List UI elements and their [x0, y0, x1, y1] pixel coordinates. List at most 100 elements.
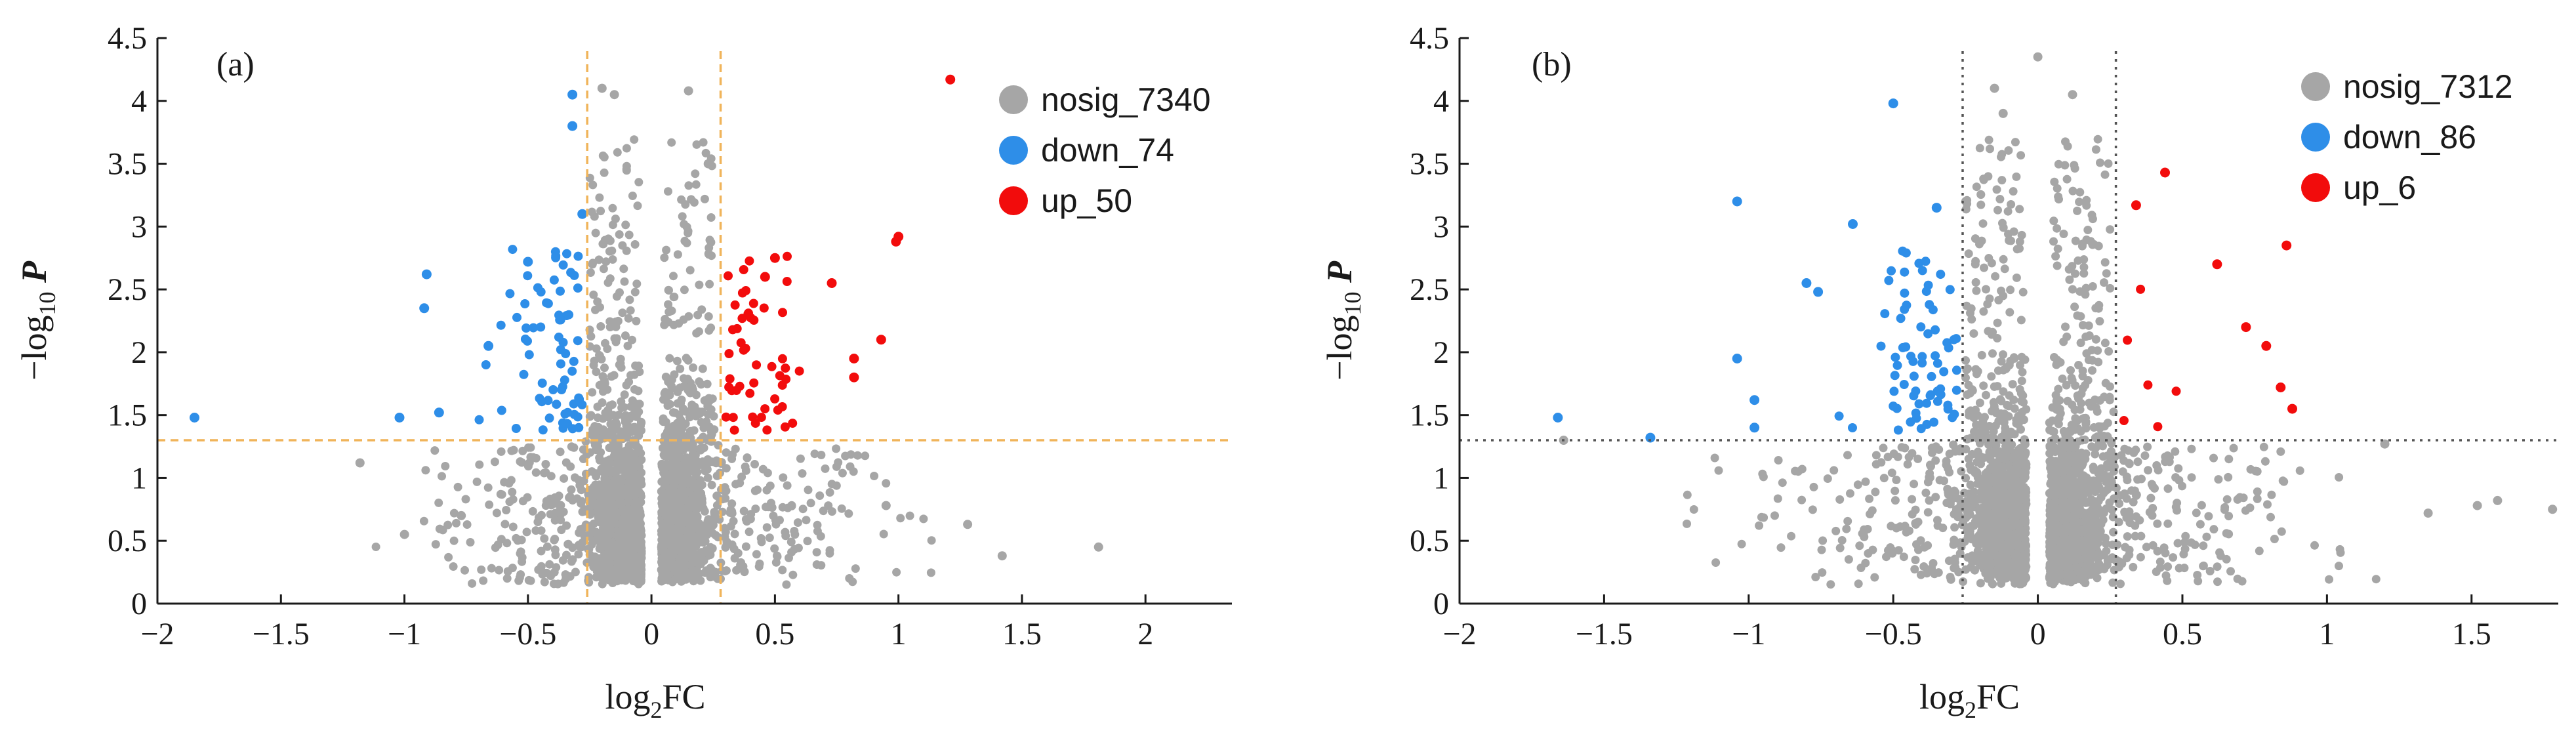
nosig-point — [689, 363, 698, 372]
nosig-point — [620, 453, 629, 463]
nosig-point — [542, 542, 552, 551]
nosig-point — [703, 379, 712, 388]
nosig-point — [541, 460, 550, 468]
legend-label: nosig_7340 — [1041, 81, 1211, 118]
nosig-point — [682, 453, 691, 462]
nosig-point — [628, 425, 636, 434]
nosig-point — [692, 140, 701, 149]
nosig-point — [665, 354, 674, 363]
nosig-point — [444, 552, 453, 562]
x-tick-label: −2 — [140, 617, 174, 651]
down-point — [573, 283, 583, 293]
nosig-point — [1987, 372, 1996, 381]
nosig-point — [1992, 441, 2001, 449]
nosig-point — [630, 240, 640, 249]
nosig-point — [825, 488, 834, 497]
nosig-point — [704, 312, 713, 321]
nosig-point — [624, 314, 633, 323]
nosig-point — [496, 489, 505, 499]
down-point — [505, 289, 515, 299]
nosig-point — [605, 458, 615, 467]
nosig-point — [667, 138, 676, 147]
down-point — [573, 251, 583, 261]
nosig-point — [574, 550, 583, 559]
nosig-point — [695, 377, 704, 386]
nosig-point — [726, 508, 735, 517]
nosig-point — [500, 478, 509, 487]
nosig-point — [688, 449, 697, 459]
nosig-point — [660, 253, 669, 262]
nosig-point — [612, 292, 621, 301]
nosig-point — [658, 557, 666, 566]
up-point — [759, 303, 769, 313]
nosig-point — [636, 478, 645, 487]
nosig-point — [832, 481, 841, 490]
nosig-point — [637, 418, 646, 427]
nosig-point — [670, 293, 679, 301]
nosig-point — [584, 487, 593, 496]
nosig-point — [722, 566, 731, 575]
down-point — [533, 283, 542, 293]
up-point — [783, 251, 792, 261]
nosig-point — [449, 536, 459, 545]
down-point — [511, 424, 521, 433]
down-point — [508, 245, 518, 255]
up-point — [760, 272, 770, 282]
nosig-point — [633, 201, 642, 211]
legend-marker — [999, 186, 1028, 215]
nosig-point — [610, 518, 619, 527]
nosig-point — [419, 516, 428, 526]
nosig-point — [583, 558, 592, 568]
nosig-point — [733, 548, 743, 558]
down-point — [483, 341, 494, 351]
nosig-point — [1094, 542, 1103, 552]
up-point — [760, 404, 770, 414]
nosig-point — [722, 448, 731, 457]
up-point — [849, 372, 859, 382]
nosig-point — [622, 165, 631, 174]
nosig-point — [703, 436, 712, 445]
nosig-point — [696, 530, 705, 539]
nosig-point — [541, 468, 550, 477]
nosig-point — [661, 452, 670, 461]
nosig-point — [670, 470, 679, 480]
nosig-point — [600, 153, 609, 162]
nosig-point — [699, 503, 708, 512]
nosig-point — [676, 415, 685, 424]
up-point — [730, 300, 740, 310]
nosig-point — [707, 480, 716, 489]
x-tick-label: 1.5 — [1002, 617, 1042, 651]
nosig-point — [613, 148, 622, 157]
nosig-point — [598, 372, 607, 381]
nosig-point — [632, 279, 642, 289]
nosig-point — [537, 510, 546, 520]
nosig-point — [851, 564, 860, 573]
nosig-point — [739, 506, 748, 516]
nosig-point — [603, 344, 612, 354]
nosig-point — [453, 482, 462, 491]
up-point — [794, 366, 804, 376]
nosig-point — [508, 495, 518, 504]
nosig-point — [710, 508, 719, 516]
nosig-point — [591, 305, 600, 314]
nosig-point — [660, 389, 669, 398]
nosig-point — [595, 193, 604, 202]
nosig-point — [963, 520, 973, 529]
y-tick-label: 1.5 — [108, 398, 147, 433]
nosig-point — [832, 444, 841, 453]
nosig-point — [819, 506, 828, 516]
nosig-point — [567, 485, 576, 494]
nosig-point — [591, 445, 600, 455]
nosig-point — [752, 550, 761, 559]
nosig-point — [622, 381, 631, 390]
down-point — [567, 121, 578, 131]
nosig-point — [827, 507, 836, 516]
nosig-point — [664, 300, 673, 309]
nosig-point — [657, 508, 666, 517]
nosig-point — [681, 506, 690, 515]
nosig-point — [620, 512, 629, 521]
nosig-point — [810, 449, 819, 459]
nosig-point — [663, 460, 672, 469]
up-point — [782, 277, 792, 286]
nosig-point — [516, 457, 525, 466]
